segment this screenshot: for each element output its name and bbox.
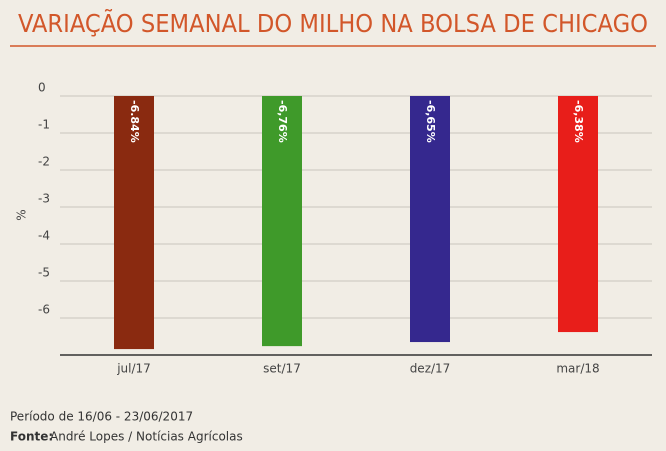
y-tick-label: -5 — [38, 266, 50, 280]
value-label: -6,76% — [276, 100, 289, 143]
y-tick-label: -3 — [38, 192, 50, 206]
bar — [410, 96, 450, 343]
value-label: -6.84% — [128, 100, 141, 143]
y-tick-label: -4 — [38, 229, 50, 243]
y-tick-label: -2 — [38, 155, 50, 169]
x-tick-label: set/17 — [263, 362, 301, 376]
bar — [262, 96, 302, 347]
y-tick-label: -6 — [38, 303, 50, 317]
y-tick-label: 0 — [38, 81, 46, 95]
period-note: Período de 16/06 - 23/06/2017 — [10, 410, 193, 424]
y-tick-label: -1 — [38, 118, 50, 132]
x-tick-label: mar/18 — [556, 362, 599, 376]
bar — [114, 96, 154, 350]
source-label: Fonte: — [10, 430, 53, 444]
x-tick-label: jul/17 — [116, 362, 151, 376]
value-label: -6,65% — [424, 100, 437, 143]
y-axis-label: % — [15, 209, 29, 220]
x-tick-label: dez/17 — [410, 362, 451, 376]
chart-title: VARIAÇÃO SEMANAL DO MILHO NA BOLSA DE CH… — [18, 8, 648, 38]
source-text: André Lopes / Notícias Agrícolas — [50, 430, 243, 444]
value-label: -6,38% — [572, 100, 585, 143]
bar — [558, 96, 598, 333]
